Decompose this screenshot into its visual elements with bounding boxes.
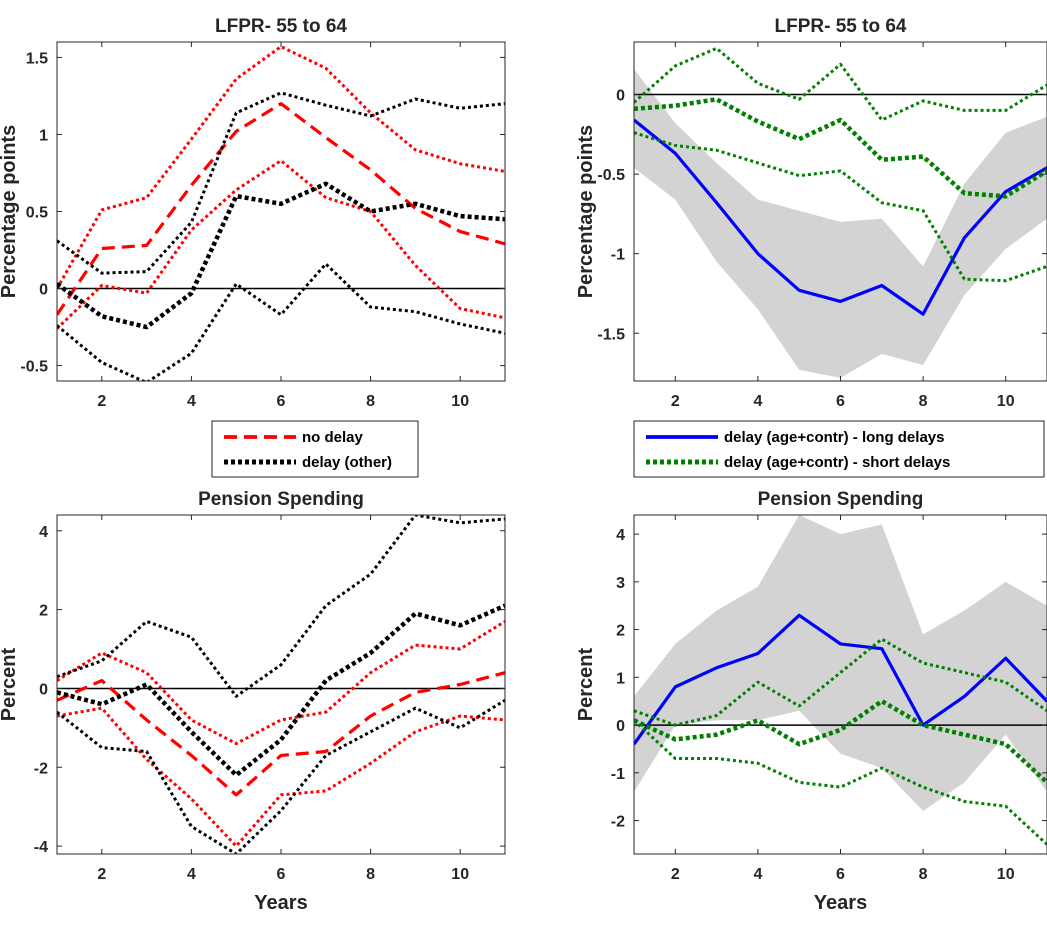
x-tick-label: 4 <box>187 866 196 883</box>
legend-box <box>211 420 419 478</box>
chart-panel-bl: 2 4 6 8 10 -4 -2 0 2 4 Pension Spending Percent Year… <box>0 489 506 914</box>
chart-title: LFPR- 55 to 64 <box>775 16 907 37</box>
x-tick-label: 6 <box>836 866 845 883</box>
y-tick-label: 2 <box>616 623 625 640</box>
series-line-2 <box>634 46 1047 122</box>
series-line-3 <box>57 181 505 330</box>
y-tick-label: 4 <box>39 524 48 541</box>
x-tick-label: 2 <box>97 393 106 410</box>
x-tick-label: 10 <box>451 866 469 883</box>
series-line-2 <box>634 637 1047 727</box>
series-line-1 <box>57 45 505 290</box>
y-tick-label: 1 <box>616 670 625 687</box>
series-line-4 <box>57 515 505 698</box>
x-tick-label: 10 <box>997 866 1015 883</box>
y-tick-label: -4 <box>34 839 48 856</box>
chart-title: Pension Spending <box>758 489 924 510</box>
series-line-0 <box>634 118 1047 316</box>
y-tick-label: -1.5 <box>597 326 625 343</box>
series-line-3 <box>57 603 505 778</box>
x-tick-label: 6 <box>277 393 286 410</box>
y-tick-label: -2 <box>34 760 48 777</box>
x-tick-label: 4 <box>753 866 762 883</box>
x-axis-label: Years <box>814 892 867 914</box>
confidence-band <box>634 69 1047 378</box>
plot-content <box>57 515 505 854</box>
y-tick-label: 0 <box>616 88 625 105</box>
y-tick-label: 0.5 <box>26 205 48 222</box>
y-tick-label: -0.5 <box>597 167 625 184</box>
y-tick-label: 1 <box>39 127 48 144</box>
series-line-1 <box>57 620 505 746</box>
legend-box <box>633 420 1045 478</box>
y-tick-label: 4 <box>616 527 625 544</box>
y-axis-label: Percent <box>0 647 20 721</box>
x-tick-label: 8 <box>919 866 928 883</box>
series-line-2 <box>57 159 505 330</box>
x-tick-label: 10 <box>997 393 1015 410</box>
x-tick-label: 4 <box>753 393 762 410</box>
series-line-0 <box>57 102 505 316</box>
series-line-1 <box>634 698 1047 785</box>
y-axis-label: Percentage points <box>575 125 597 298</box>
chart-panel-br: 2 4 6 8 10 -2 -1 0 1 2 3 4 Pension Spending Percent Ye… <box>575 489 1047 914</box>
series-line-0 <box>634 613 1047 746</box>
y-tick-label: 1.5 <box>26 50 48 67</box>
y-tick-label: -2 <box>611 814 625 831</box>
y-tick-label: 0 <box>39 282 48 299</box>
chart-panel-tl: 2 4 6 8 10 -0.5 0 0.5 1 1.5 LFPR- 55 to 64 Percenta… <box>0 16 506 478</box>
legend: no delay delay (other) <box>211 420 419 478</box>
plot-content <box>57 45 505 381</box>
series-line-4 <box>57 91 505 275</box>
plot-area <box>57 515 505 854</box>
x-tick-label: 2 <box>97 866 106 883</box>
y-tick-label: 0 <box>39 681 48 698</box>
y-tick-label: -1 <box>611 766 625 783</box>
legend-label: delay (age+contr) - short delays <box>724 454 950 471</box>
y-tick-label: 2 <box>39 603 48 620</box>
plot-content <box>634 46 1047 378</box>
series-line-1 <box>634 97 1047 199</box>
x-tick-label: 2 <box>671 393 680 410</box>
y-tick-label: 3 <box>616 575 625 592</box>
legend-label: no delay <box>302 429 364 446</box>
chart-title: Pension Spending <box>198 489 364 510</box>
x-axis-label: Years <box>254 892 307 914</box>
x-tick-label: 2 <box>671 866 680 883</box>
y-tick-label: -1 <box>611 247 625 264</box>
y-axis-label: Percentage points <box>0 125 20 298</box>
y-tick-label: -0.5 <box>20 359 48 376</box>
series-line-3 <box>634 719 1047 846</box>
series-line-3 <box>634 131 1047 283</box>
legend-label: delay (age+contr) - long delays <box>724 429 944 446</box>
legend-label: delay (other) <box>302 454 392 471</box>
confidence-band <box>634 515 1047 812</box>
x-tick-label: 6 <box>836 393 845 410</box>
x-tick-label: 4 <box>187 393 196 410</box>
plot-area <box>57 42 505 381</box>
plot-content <box>634 515 1047 846</box>
x-tick-label: 6 <box>277 866 286 883</box>
series-line-2 <box>57 706 505 848</box>
series-line-5 <box>57 698 505 854</box>
x-tick-label: 8 <box>919 393 928 410</box>
legend: delay (age+contr) - long delays delay (ag… <box>633 420 1045 478</box>
y-tick-label: 0 <box>616 718 625 735</box>
series-line-5 <box>57 262 505 381</box>
x-tick-label: 8 <box>366 393 375 410</box>
y-axis-label: Percent <box>575 647 597 721</box>
x-tick-label: 8 <box>366 866 375 883</box>
series-line-0 <box>57 671 505 797</box>
chart-panel-tr: 2 4 6 8 10 -1.5 -1 -0.5 0 LFPR- 55 to 64 Percentag… <box>575 16 1047 478</box>
x-tick-label: 10 <box>451 393 469 410</box>
chart-title: LFPR- 55 to 64 <box>215 16 347 37</box>
